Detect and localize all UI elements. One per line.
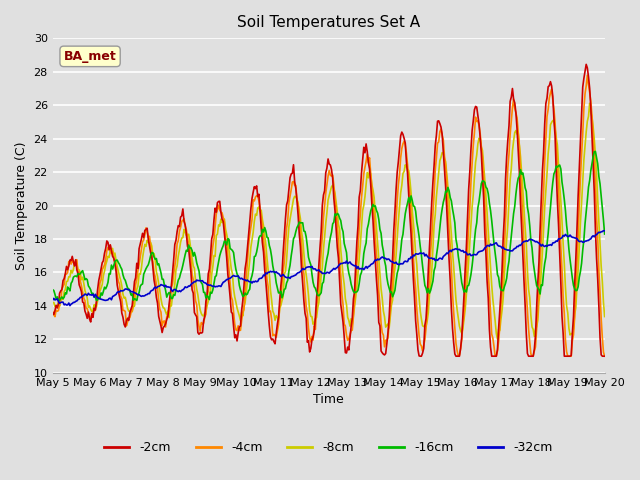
Title: Soil Temperatures Set A: Soil Temperatures Set A xyxy=(237,15,420,30)
Legend: -2cm, -4cm, -8cm, -16cm, -32cm: -2cm, -4cm, -8cm, -16cm, -32cm xyxy=(99,436,558,459)
X-axis label: Time: Time xyxy=(313,393,344,407)
Y-axis label: Soil Temperature (C): Soil Temperature (C) xyxy=(15,141,28,270)
Text: BA_met: BA_met xyxy=(64,50,116,63)
